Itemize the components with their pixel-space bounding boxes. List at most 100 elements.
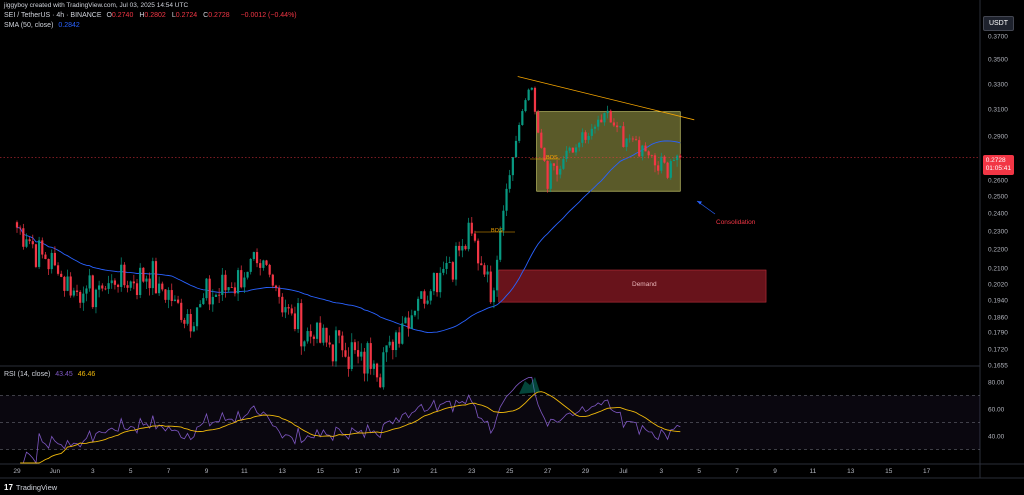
candle-body bbox=[15, 222, 19, 228]
candle-body bbox=[41, 240, 44, 255]
candle-body bbox=[284, 307, 287, 313]
candle-body bbox=[243, 277, 246, 288]
candle-body bbox=[606, 110, 609, 114]
candle bbox=[243, 272, 246, 293]
candle bbox=[537, 109, 540, 134]
candle-body bbox=[511, 157, 514, 176]
candle-body bbox=[537, 111, 540, 133]
candle-body bbox=[34, 244, 38, 267]
candle bbox=[404, 316, 407, 324]
ohlc-c: C0.2728 bbox=[203, 12, 230, 19]
candle bbox=[224, 270, 227, 298]
candle-body bbox=[101, 285, 104, 289]
descending-trendline bbox=[517, 76, 695, 121]
time-tick-label: 15 bbox=[317, 468, 325, 475]
symbol-header: SEI / TetherUS · 4h · BINANCE O0.2740 H0.… bbox=[4, 12, 300, 19]
candle bbox=[199, 300, 202, 308]
candle bbox=[205, 277, 208, 301]
candle bbox=[533, 86, 537, 115]
candle bbox=[116, 283, 120, 293]
candle bbox=[38, 236, 41, 269]
candle bbox=[435, 272, 439, 297]
tradingview-brand[interactable]: 17 TradingView bbox=[4, 483, 57, 492]
time-tick-label: 17 bbox=[354, 468, 362, 475]
candle bbox=[603, 112, 606, 126]
time-tick-label: 25 bbox=[506, 468, 514, 475]
candle bbox=[338, 330, 341, 344]
candle bbox=[56, 262, 60, 276]
candle-body bbox=[593, 126, 597, 129]
candle-body bbox=[281, 296, 284, 313]
candle bbox=[669, 159, 672, 180]
candle-body bbox=[145, 278, 148, 282]
candle bbox=[634, 135, 638, 141]
candle-body bbox=[467, 222, 470, 250]
price-tick-label: 0.2300 bbox=[988, 229, 1008, 236]
candle-body bbox=[173, 299, 177, 302]
candle-body bbox=[559, 168, 562, 175]
candle bbox=[252, 251, 255, 261]
candle bbox=[445, 256, 448, 275]
candle-body bbox=[461, 245, 464, 251]
candle-body bbox=[549, 163, 552, 189]
sma-legend[interactable]: SMA (50, close) 0.2842 bbox=[4, 22, 83, 29]
consolidation-zone bbox=[536, 111, 681, 192]
candle-body bbox=[625, 138, 628, 147]
candle bbox=[214, 293, 218, 297]
currency-unit-badge[interactable]: USDT bbox=[982, 16, 1014, 31]
price-tick-label: 0.2500 bbox=[988, 194, 1008, 201]
candle bbox=[303, 340, 306, 352]
candle-body bbox=[221, 274, 224, 295]
candle bbox=[486, 265, 489, 283]
candle-body bbox=[420, 291, 423, 299]
candle-body bbox=[492, 290, 496, 303]
candle-body bbox=[360, 351, 363, 357]
sma-value: 0.2842 bbox=[58, 22, 80, 29]
candle bbox=[432, 272, 436, 296]
candle-body bbox=[94, 289, 98, 308]
candle bbox=[218, 288, 221, 304]
rsi-overbought-fill bbox=[519, 377, 540, 394]
time-tick-label: 3 bbox=[91, 468, 95, 475]
candle-body bbox=[363, 351, 366, 374]
candle-body bbox=[470, 222, 473, 234]
rsi-legend[interactable]: RSI (14, close) 43.45 46.46 bbox=[4, 371, 98, 378]
candle-body bbox=[296, 303, 300, 330]
candle bbox=[650, 154, 653, 157]
candle bbox=[167, 287, 170, 309]
candle bbox=[442, 261, 445, 276]
candle-body bbox=[192, 326, 195, 332]
candle-body bbox=[439, 272, 442, 293]
candle-body bbox=[622, 126, 625, 147]
candle bbox=[120, 257, 123, 292]
candle-body bbox=[135, 283, 139, 295]
candle bbox=[306, 327, 309, 344]
candle-body bbox=[401, 323, 404, 344]
candle-body bbox=[274, 285, 278, 288]
arrow-head-icon bbox=[697, 201, 702, 205]
candle bbox=[511, 156, 514, 181]
candle-body bbox=[350, 342, 353, 369]
candle-body bbox=[287, 307, 290, 309]
candle-body bbox=[25, 239, 28, 247]
candle-body bbox=[445, 262, 448, 269]
candle-body bbox=[644, 145, 647, 152]
candle-body bbox=[72, 290, 75, 296]
price-tick-label: 0.3500 bbox=[988, 57, 1008, 64]
candle-body bbox=[180, 302, 183, 320]
candle bbox=[66, 269, 69, 292]
rsi-ma-value: 46.46 bbox=[77, 371, 96, 378]
candle bbox=[382, 347, 385, 390]
candle bbox=[530, 87, 533, 91]
candle-body bbox=[224, 274, 227, 291]
candle bbox=[394, 330, 398, 358]
candle-body bbox=[249, 258, 252, 272]
last-price-badge: 0.2728 01:05:41 bbox=[982, 155, 1014, 175]
candle-body bbox=[480, 263, 483, 266]
candle bbox=[113, 278, 117, 290]
candle bbox=[369, 337, 372, 375]
candle bbox=[514, 135, 518, 158]
candle bbox=[464, 244, 467, 251]
candle bbox=[341, 331, 344, 358]
